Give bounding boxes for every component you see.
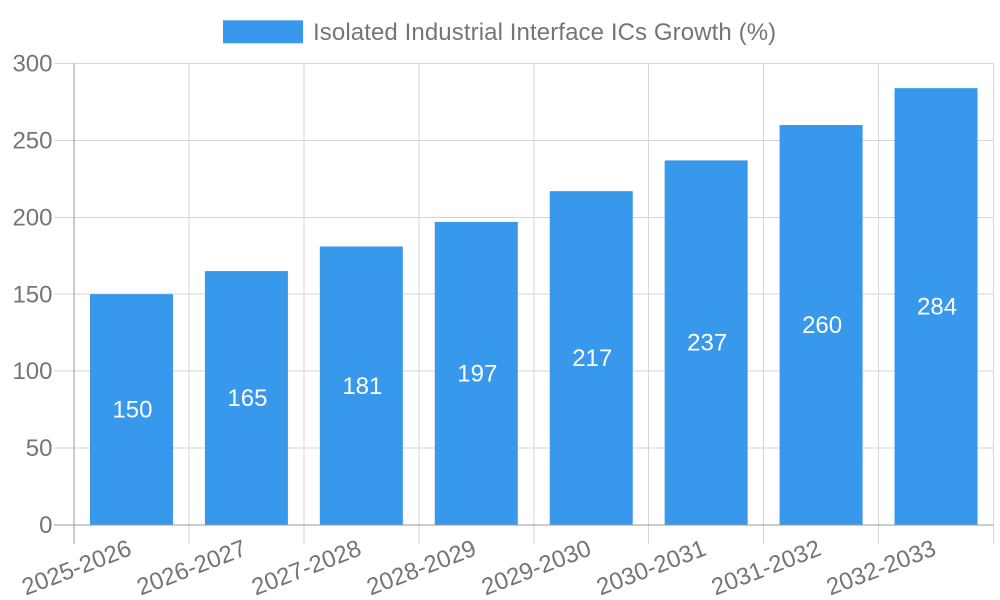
svg-text:237: 237: [687, 330, 727, 357]
svg-text:150: 150: [112, 397, 152, 424]
svg-text:181: 181: [342, 373, 382, 400]
svg-text:284: 284: [917, 294, 957, 321]
svg-text:2029-2030: 2029-2030: [478, 535, 595, 600]
svg-text:2030-2031: 2030-2031: [593, 535, 710, 600]
svg-text:2032-2033: 2032-2033: [823, 535, 940, 600]
svg-text:0: 0: [39, 512, 52, 539]
svg-text:100: 100: [12, 358, 52, 385]
svg-text:150: 150: [12, 281, 52, 308]
svg-text:2031-2032: 2031-2032: [708, 535, 825, 600]
svg-text:50: 50: [26, 435, 53, 462]
svg-text:217: 217: [572, 345, 612, 372]
svg-text:2028-2029: 2028-2029: [363, 535, 480, 600]
svg-text:2025-2026: 2025-2026: [18, 535, 135, 600]
svg-text:197: 197: [457, 360, 497, 387]
svg-text:300: 300: [12, 51, 52, 78]
svg-text:2026-2027: 2026-2027: [133, 535, 250, 600]
svg-text:200: 200: [12, 204, 52, 231]
svg-text:260: 260: [802, 312, 842, 339]
svg-text:2027-2028: 2027-2028: [248, 535, 365, 600]
svg-text:165: 165: [227, 385, 267, 412]
svg-text:Isolated Industrial Interface: Isolated Industrial Interface ICs Growth…: [313, 19, 776, 46]
svg-text:250: 250: [12, 128, 52, 155]
